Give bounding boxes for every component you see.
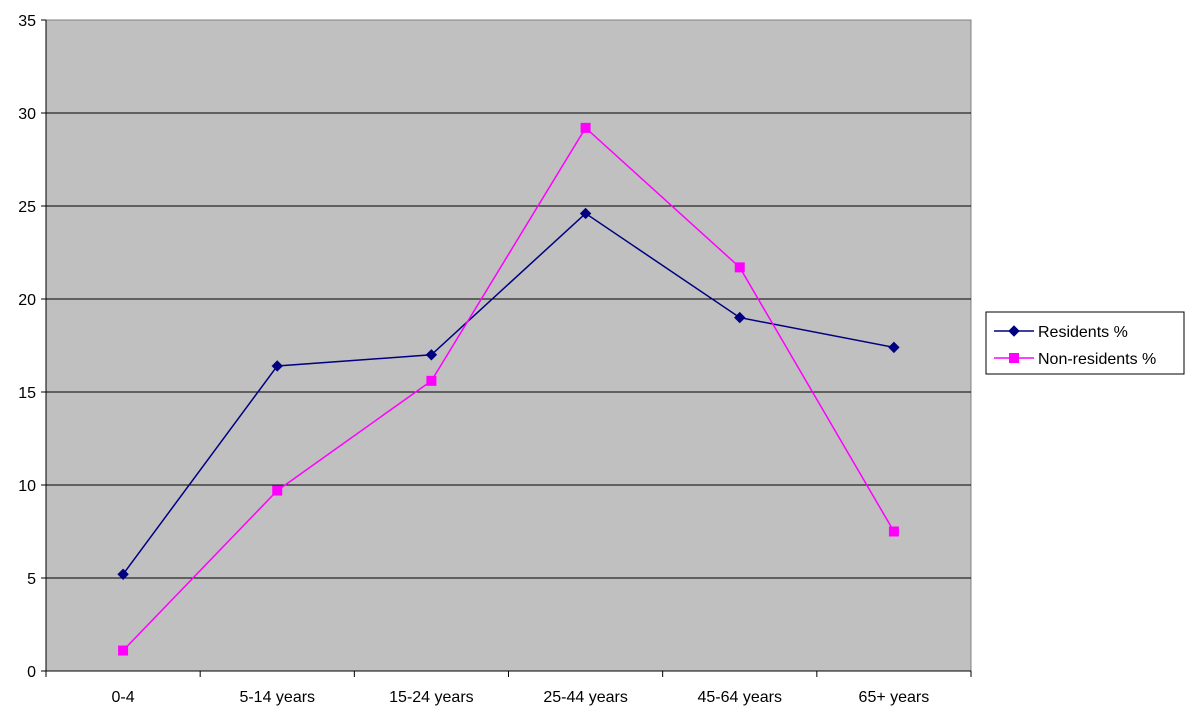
y-tick-label: 35: [18, 13, 36, 30]
legend-entry: Non-residents %: [994, 351, 1156, 368]
data-point: [426, 375, 437, 386]
y-tick-label: 5: [27, 571, 36, 588]
data-point: [271, 360, 283, 372]
series-non-residents: [118, 122, 899, 656]
data-point: [425, 349, 438, 361]
legend-entry: Residents %: [994, 324, 1128, 341]
x-tick-label: 65+ years: [859, 689, 930, 706]
x-tick-label: 45-64 years: [698, 689, 783, 706]
data-point: [734, 262, 745, 273]
x-tick-label: 0-4: [112, 689, 135, 706]
data-point: [579, 207, 592, 220]
x-tick-label: 5-14 years: [239, 689, 315, 706]
x-tick-label: 25-44 years: [543, 689, 628, 706]
y-tick-label: 10: [18, 478, 36, 495]
data-point: [580, 122, 591, 133]
y-tick-label: 0: [27, 664, 36, 681]
legend-marker: [1008, 325, 1020, 337]
legend-box: [985, 311, 1185, 375]
legend-label: Non-residents %: [1038, 351, 1156, 368]
data-point: [118, 645, 129, 656]
series-line: [122, 126, 895, 652]
data-point: [888, 526, 899, 537]
y-tick-label: 30: [18, 106, 36, 123]
legend: Residents % Non-residents %: [985, 311, 1185, 375]
data-point: [117, 568, 129, 580]
data-point: [734, 311, 746, 324]
series-line: [122, 212, 895, 575]
gridlines: [46, 112, 971, 579]
legend-label: Residents %: [1038, 324, 1128, 341]
plot-area: [45, 19, 972, 672]
data-point: [888, 341, 900, 354]
y-tick-label: 15: [18, 385, 36, 402]
legend-marker: [1009, 353, 1019, 363]
data-point: [272, 485, 283, 496]
x-tick-label: 15-24 years: [389, 689, 474, 706]
axes: 0 5 10 15 20 25 30 35 0-4 5-14 years 15-24 years 25…: [18, 13, 972, 706]
y-tick-label: 25: [18, 199, 36, 216]
series: [117, 122, 900, 656]
series-residents: [117, 207, 900, 580]
y-tick-label: 20: [18, 292, 36, 309]
